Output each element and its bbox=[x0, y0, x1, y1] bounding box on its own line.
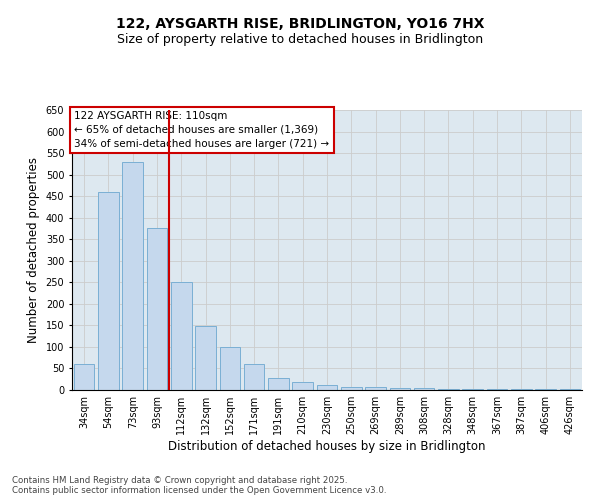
Bar bbox=[122, 162, 143, 390]
Bar bbox=[438, 388, 459, 390]
Bar bbox=[414, 388, 434, 390]
Bar bbox=[268, 378, 289, 390]
Text: Size of property relative to detached houses in Bridlington: Size of property relative to detached ho… bbox=[117, 32, 483, 46]
Bar bbox=[74, 364, 94, 390]
Bar bbox=[535, 389, 556, 390]
Text: 122 AYSGARTH RISE: 110sqm
← 65% of detached houses are smaller (1,369)
34% of se: 122 AYSGARTH RISE: 110sqm ← 65% of detac… bbox=[74, 111, 329, 149]
Bar bbox=[195, 326, 216, 390]
Bar bbox=[292, 382, 313, 390]
Bar bbox=[341, 386, 362, 390]
Bar bbox=[463, 388, 483, 390]
Bar bbox=[389, 388, 410, 390]
Bar bbox=[560, 389, 580, 390]
X-axis label: Distribution of detached houses by size in Bridlington: Distribution of detached houses by size … bbox=[168, 440, 486, 453]
Bar bbox=[98, 192, 119, 390]
Y-axis label: Number of detached properties: Number of detached properties bbox=[27, 157, 40, 343]
Bar bbox=[244, 364, 265, 390]
Bar bbox=[146, 228, 167, 390]
Bar bbox=[171, 282, 191, 390]
Text: Contains HM Land Registry data © Crown copyright and database right 2025.
Contai: Contains HM Land Registry data © Crown c… bbox=[12, 476, 386, 495]
Bar bbox=[365, 388, 386, 390]
Text: 122, AYSGARTH RISE, BRIDLINGTON, YO16 7HX: 122, AYSGARTH RISE, BRIDLINGTON, YO16 7H… bbox=[116, 18, 484, 32]
Bar bbox=[317, 385, 337, 390]
Bar bbox=[487, 389, 508, 390]
Bar bbox=[220, 347, 240, 390]
Bar bbox=[511, 389, 532, 390]
